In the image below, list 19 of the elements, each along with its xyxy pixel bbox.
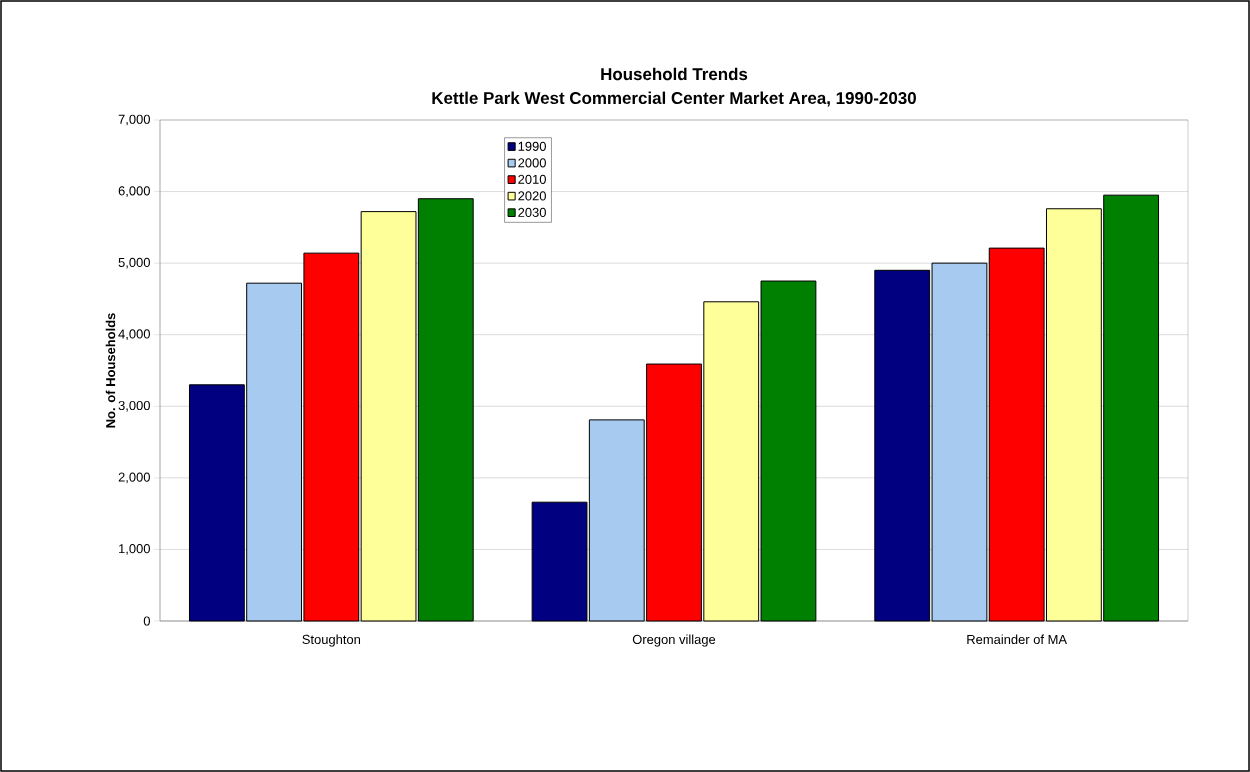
y-tick-label: 2,000 [118, 472, 150, 484]
legend-label: 2010 [518, 174, 546, 184]
y-tick-label: 1,000 [119, 544, 150, 555]
y-tick-label: 4,000 [118, 329, 150, 341]
legend-label: 2000 [518, 158, 546, 168]
y-axis-title: No. of Households [105, 313, 116, 428]
legend-label: 2030 [518, 207, 546, 217]
y-tick-label: 7,000 [118, 114, 150, 126]
x-tick-label: Remainder of MA [967, 634, 1067, 645]
chart-subtitle: Kettle Park West Commercial Center Market Area, 1990-2030 [432, 91, 916, 107]
chart-title: Household Trends [601, 67, 748, 81]
x-tick-label: Oregon village [632, 634, 716, 647]
legend-label: 2020 [518, 191, 546, 201]
y-tick-label: 6,000 [118, 186, 150, 197]
legend-label: 1990 [518, 141, 546, 151]
y-tick-label: 0 [143, 616, 150, 626]
y-tick-label: 5,000 [118, 257, 150, 269]
x-tick-label: Stoughton [302, 634, 361, 647]
y-tick-label: 3,000 [118, 400, 150, 412]
